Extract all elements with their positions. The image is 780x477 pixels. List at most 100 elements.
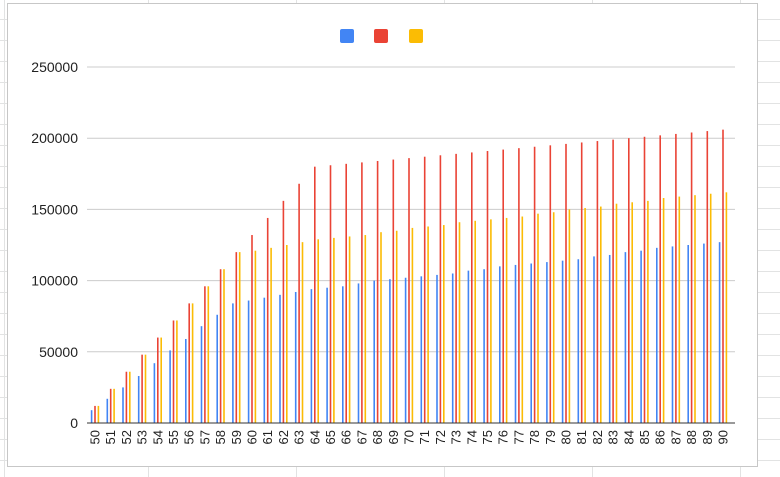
x-tick-label: 67 bbox=[354, 430, 369, 444]
bar bbox=[125, 371, 128, 423]
bar bbox=[266, 217, 269, 423]
x-tick-label: 50 bbox=[88, 430, 103, 444]
bar bbox=[722, 129, 724, 423]
bar bbox=[530, 263, 532, 423]
bar bbox=[471, 152, 473, 423]
bar bbox=[612, 139, 614, 423]
bar bbox=[420, 276, 423, 423]
x-tick-label: 88 bbox=[684, 430, 699, 444]
bar bbox=[122, 387, 124, 423]
x-tick-label: 86 bbox=[653, 430, 668, 444]
bar bbox=[596, 141, 599, 423]
bar bbox=[395, 230, 398, 423]
bar bbox=[310, 289, 313, 423]
bar bbox=[263, 297, 266, 423]
bar bbox=[389, 279, 391, 423]
bar bbox=[113, 388, 115, 423]
bar bbox=[643, 136, 646, 423]
bar bbox=[502, 149, 504, 424]
bar bbox=[671, 246, 674, 423]
bar bbox=[455, 153, 457, 423]
y-tick-label: 50000 bbox=[39, 344, 78, 360]
legend-swatch bbox=[374, 29, 388, 43]
bar bbox=[172, 320, 175, 423]
x-tick-label: 62 bbox=[276, 430, 291, 444]
bar bbox=[94, 405, 96, 423]
bar bbox=[160, 337, 162, 423]
bar bbox=[342, 286, 344, 423]
bar bbox=[238, 252, 241, 423]
bar bbox=[584, 207, 586, 423]
bar bbox=[443, 225, 445, 423]
x-tick-label: 79 bbox=[543, 430, 558, 444]
bar bbox=[373, 280, 375, 423]
x-tick-label: 70 bbox=[402, 430, 417, 444]
y-tick-label: 0 bbox=[70, 415, 78, 431]
bar bbox=[329, 165, 332, 424]
bar bbox=[565, 143, 567, 423]
x-tick-label: 58 bbox=[213, 430, 228, 444]
x-tick-label: 71 bbox=[417, 430, 432, 444]
bar bbox=[451, 273, 454, 423]
bar bbox=[439, 155, 442, 423]
bar bbox=[499, 266, 501, 423]
x-tick-label: 90 bbox=[716, 430, 731, 444]
bar bbox=[129, 371, 131, 423]
bar bbox=[364, 235, 367, 423]
bar bbox=[694, 195, 696, 423]
bar bbox=[624, 252, 627, 423]
bar bbox=[235, 252, 238, 423]
bar bbox=[185, 338, 187, 423]
bar bbox=[282, 200, 285, 423]
chart-legend bbox=[340, 29, 423, 43]
bar bbox=[474, 220, 476, 423]
x-tick-label: 57 bbox=[197, 430, 212, 444]
x-tick-label: 87 bbox=[668, 430, 683, 444]
bar bbox=[486, 151, 489, 424]
y-tick-label: 250000 bbox=[31, 59, 78, 75]
bar bbox=[675, 133, 677, 424]
bar bbox=[380, 232, 382, 423]
bar bbox=[593, 256, 595, 423]
bar bbox=[521, 216, 524, 423]
bar bbox=[357, 283, 360, 423]
bar bbox=[326, 287, 328, 423]
bar bbox=[286, 245, 288, 423]
bar bbox=[219, 269, 222, 423]
x-tick-label: 69 bbox=[386, 430, 401, 444]
x-tick-label: 73 bbox=[449, 430, 464, 444]
bar bbox=[144, 354, 147, 423]
x-tick-label: 81 bbox=[574, 430, 589, 444]
x-tick-label: 72 bbox=[433, 430, 448, 444]
bar bbox=[580, 142, 583, 424]
y-tick-label: 200000 bbox=[31, 130, 78, 146]
bar bbox=[223, 269, 225, 423]
y-axis-tick-labels: 0 50000 100000 150000 200000 250000 bbox=[31, 59, 78, 431]
bar bbox=[458, 222, 461, 423]
bar bbox=[656, 247, 658, 423]
bar bbox=[137, 376, 140, 423]
bar bbox=[254, 250, 257, 423]
bar bbox=[348, 236, 351, 423]
bar bbox=[345, 163, 347, 423]
bar bbox=[141, 354, 143, 423]
bar bbox=[490, 219, 492, 423]
bar bbox=[157, 337, 159, 423]
x-tick-label: 76 bbox=[496, 430, 511, 444]
bar bbox=[423, 156, 426, 423]
bar bbox=[176, 320, 178, 423]
bar bbox=[408, 158, 410, 424]
x-tick-label: 89 bbox=[700, 430, 715, 444]
bar bbox=[537, 213, 539, 423]
x-tick-label: 52 bbox=[119, 430, 134, 444]
bar bbox=[207, 286, 210, 423]
bar bbox=[577, 259, 580, 423]
x-tick-label: 61 bbox=[260, 430, 275, 444]
chart-gridlines bbox=[87, 66, 735, 353]
bar bbox=[301, 242, 304, 423]
bar bbox=[232, 303, 234, 423]
bar bbox=[718, 242, 721, 423]
bar bbox=[298, 183, 300, 423]
x-axis-tick-labels: 50 51 52 53 54 55 56 57 58 59 60 61 62 63 64 65 66 67 68 69… bbox=[88, 430, 731, 444]
